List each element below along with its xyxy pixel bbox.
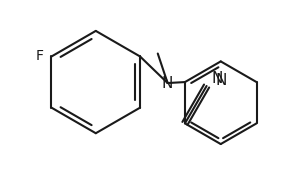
Text: N: N	[212, 71, 223, 86]
Text: N: N	[162, 76, 173, 90]
Text: F: F	[36, 50, 44, 63]
Text: N: N	[215, 73, 226, 88]
